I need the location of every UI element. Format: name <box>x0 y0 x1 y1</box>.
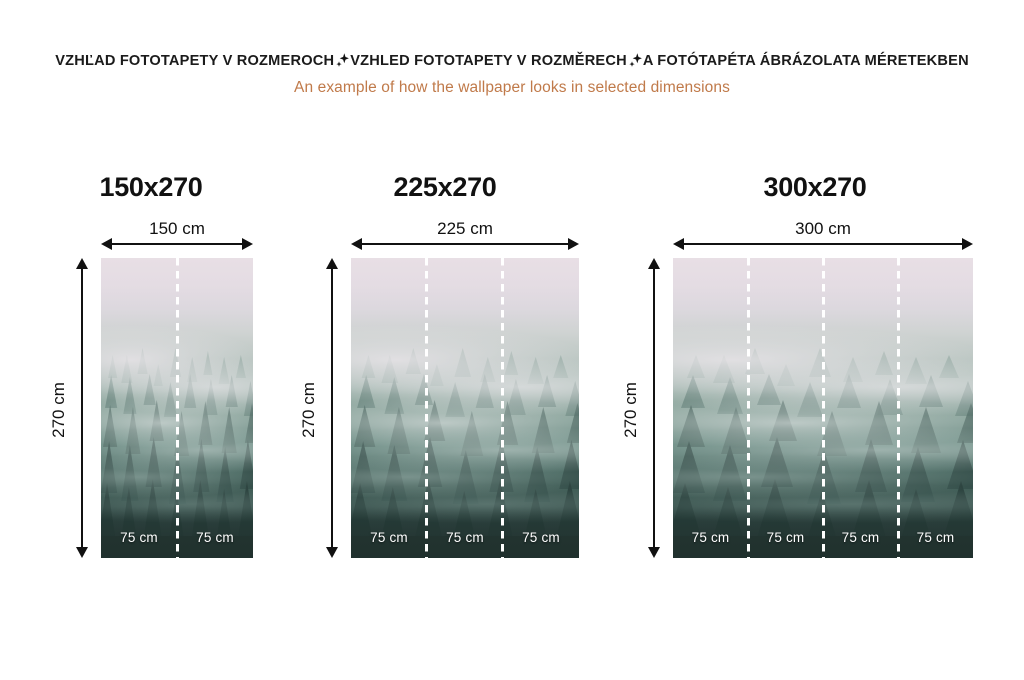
panel-seam <box>425 258 429 558</box>
arrow-head-right <box>242 238 253 250</box>
panel-seam <box>746 258 750 558</box>
arrow-line <box>81 267 83 549</box>
panel-height-label: 270 cm <box>299 382 318 438</box>
wallpaper-preview: 75 cm 75 cm <box>101 258 253 558</box>
page-subtitle: An example of how the wallpaper looks in… <box>294 79 730 96</box>
strip-label: 75 cm <box>522 530 560 545</box>
base-shadow-layer <box>351 507 579 558</box>
title-segment-cs: VZHLED FOTOTAPETY V ROZMĚRECH <box>350 53 627 69</box>
panel-width-label: 300 cm <box>795 219 851 238</box>
panel-225x270: 225x270 225 cm 270 cm <box>299 0 590 680</box>
panel-seam <box>175 258 179 558</box>
panel-title: 300x270 <box>763 172 867 202</box>
strip-label: 75 cm <box>120 530 158 545</box>
width-dimension-arrow <box>101 238 253 250</box>
wallpaper-image <box>351 258 579 558</box>
arrow-head-top <box>648 258 660 269</box>
panel-title: 225x270 <box>393 172 497 202</box>
panel-height-label: 270 cm <box>621 382 640 438</box>
strip-label: 75 cm <box>691 530 730 545</box>
panel-width-label: 150 cm <box>149 219 205 238</box>
arrow-head-top <box>326 258 338 269</box>
arrow-head-top <box>76 258 88 269</box>
panel-300x270: 300x270 300 cm 270 cm <box>621 0 990 680</box>
arrow-line <box>653 267 655 549</box>
panel-title: 150x270 <box>99 172 203 202</box>
wallpaper-preview: 75 cm 75 cm 75 cm <box>351 258 579 558</box>
sparkle-icon <box>334 52 350 70</box>
strip-label: 75 cm <box>370 530 408 545</box>
arrow-head-left <box>101 238 112 250</box>
arrow-head-bottom <box>326 547 338 558</box>
height-dimension-arrow <box>326 258 338 558</box>
sparkle-icon <box>627 52 643 70</box>
width-dimension-arrow <box>673 238 973 250</box>
arrow-line <box>331 267 333 549</box>
height-dimension-arrow <box>76 258 88 558</box>
panel-150x270: 150x270 150 cm 270 cm <box>41 0 261 680</box>
strip-label: 75 cm <box>196 530 234 545</box>
arrow-line <box>360 243 570 245</box>
header: VZHĽAD FOTOTAPETY V ROZMEROCH VZHLED FOT… <box>0 0 1024 97</box>
arrow-head-right <box>962 238 973 250</box>
panel-seam <box>821 258 825 558</box>
arrow-head-left <box>351 238 362 250</box>
panel-seam <box>896 258 900 558</box>
height-dimension-arrow <box>648 258 660 558</box>
panel-width-label: 225 cm <box>437 219 493 238</box>
strip-label: 75 cm <box>446 530 484 545</box>
strip-label: 75 cm <box>841 530 880 545</box>
arrow-head-bottom <box>76 547 88 558</box>
strip-label: 75 cm <box>766 530 805 545</box>
arrow-head-right <box>568 238 579 250</box>
page-title: VZHĽAD FOTOTAPETY V ROZMEROCH VZHLED FOT… <box>0 52 1024 70</box>
title-segment-sk: VZHĽAD FOTOTAPETY V ROZMEROCH <box>55 53 335 69</box>
wallpaper-preview: 75 cm 75 cm 75 cm 75 cm <box>673 258 973 558</box>
width-dimension-arrow <box>351 238 579 250</box>
arrow-head-left <box>673 238 684 250</box>
panel-height-label: 270 cm <box>49 382 68 438</box>
panel-seam <box>501 258 505 558</box>
arrow-line <box>110 243 244 245</box>
arrow-line <box>682 243 964 245</box>
strip-label: 75 cm <box>916 530 955 545</box>
title-segment-hu: A FOTÓTAPÉTA ÁBRÁZOLATA MÉRETEKBEN <box>642 53 969 69</box>
arrow-head-bottom <box>648 547 660 558</box>
